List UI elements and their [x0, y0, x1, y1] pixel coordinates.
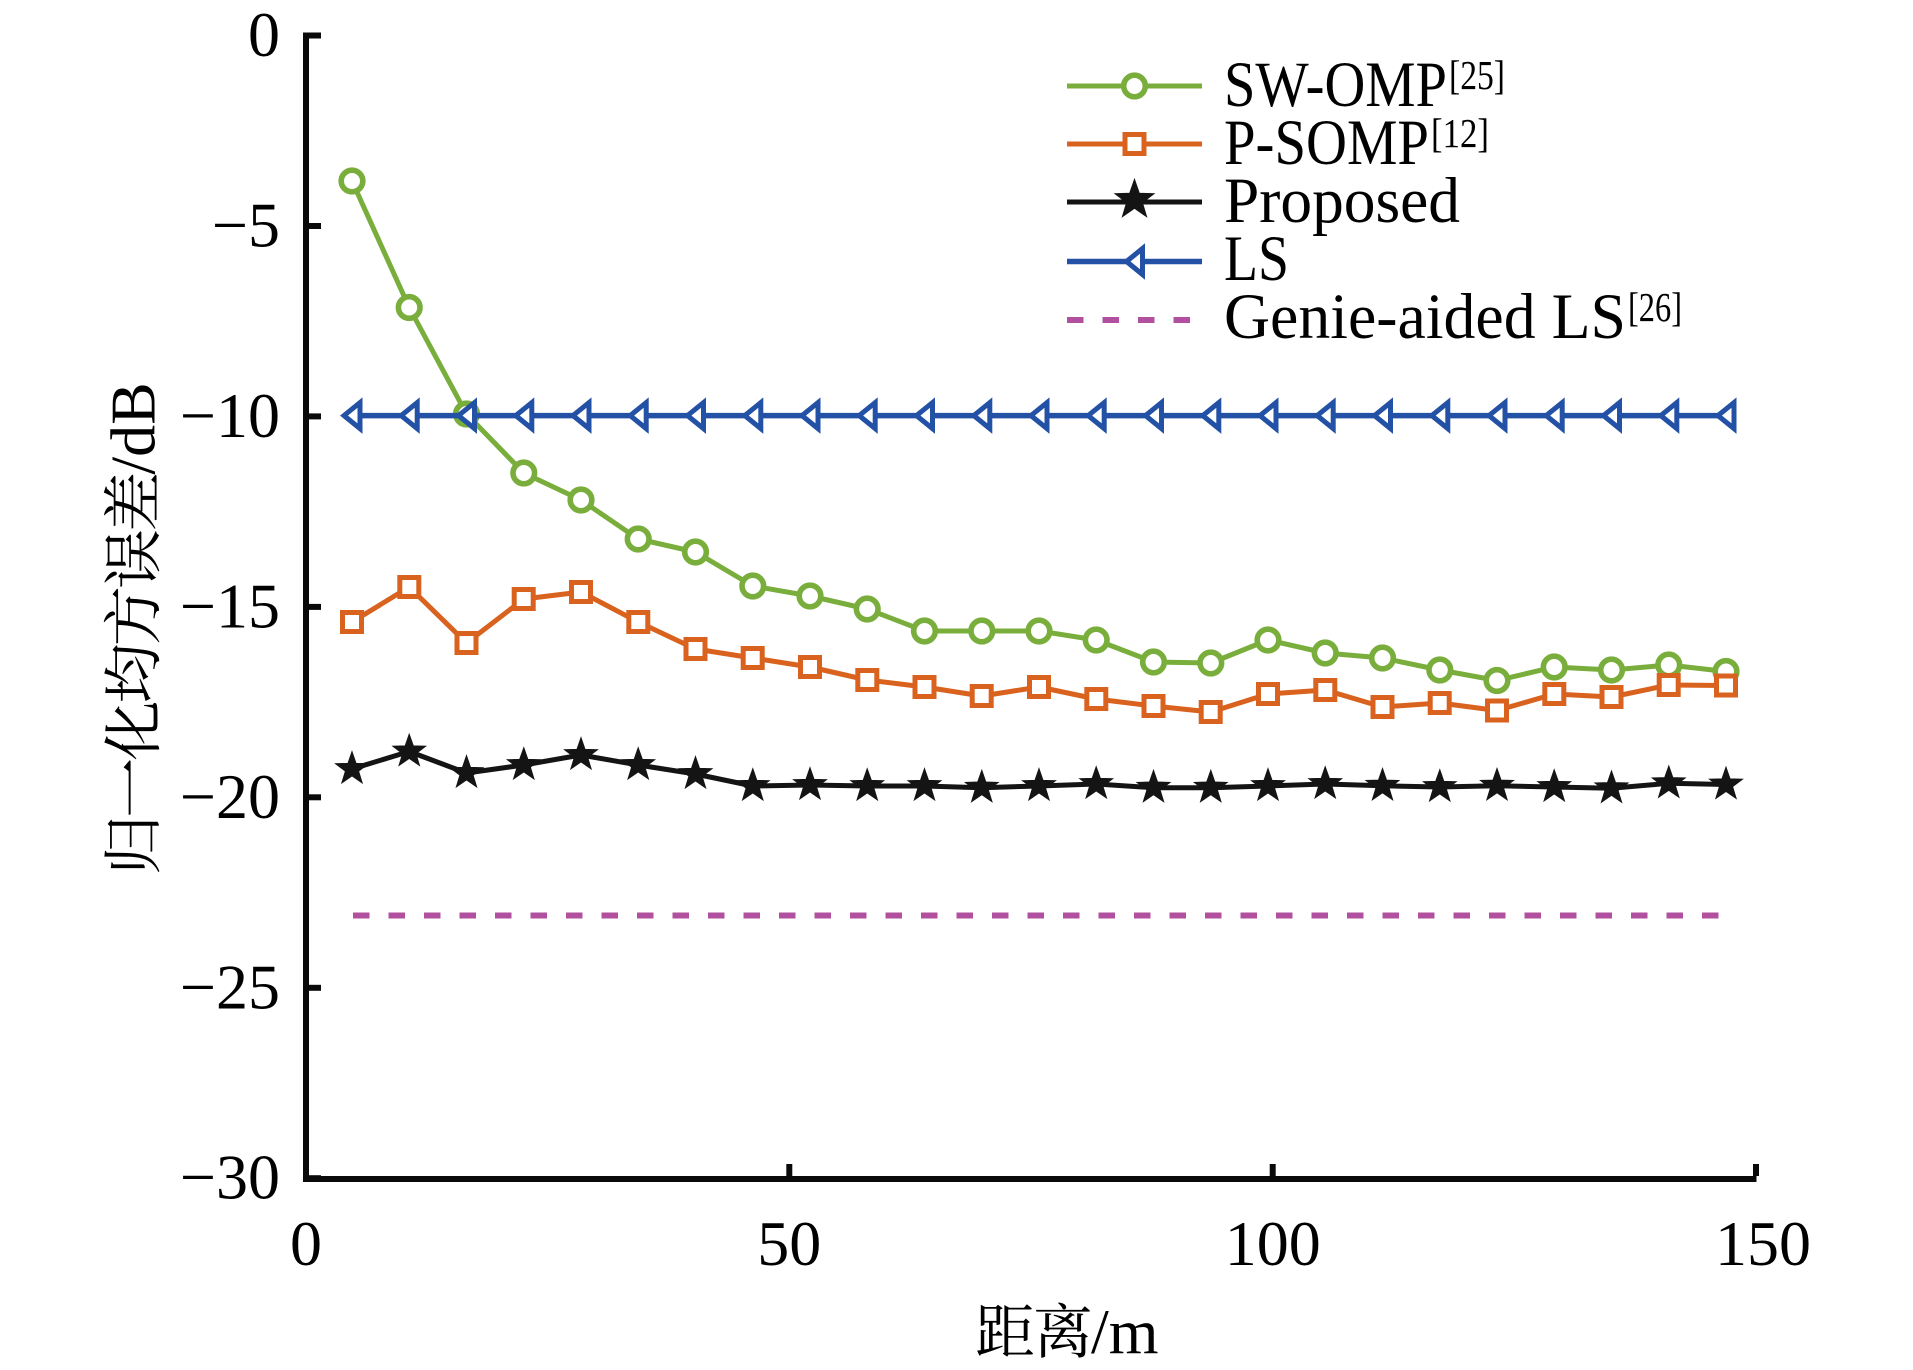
svg-text:50: 50: [757, 1208, 821, 1279]
svg-text:/dB: /dB: [98, 382, 169, 474]
svg-text:/m: /m: [1091, 1296, 1159, 1367]
svg-text:[26]: [26]: [1628, 284, 1682, 330]
svg-text:Genie-aided LS: Genie-aided LS: [1224, 281, 1626, 353]
svg-text:100: 100: [1225, 1208, 1321, 1279]
svg-text:SW-OMP: SW-OMP: [1224, 49, 1447, 121]
svg-text:0: 0: [290, 1208, 322, 1279]
svg-text:P-SOMP: P-SOMP: [1224, 107, 1429, 179]
svg-text:[25]: [25]: [1449, 52, 1505, 98]
svg-text:LS: LS: [1224, 223, 1289, 295]
svg-text:−30: −30: [180, 1142, 280, 1213]
svg-text:−20: −20: [180, 761, 280, 832]
svg-text:−5: −5: [212, 190, 280, 261]
svg-text:−10: −10: [180, 380, 280, 451]
svg-text:0: 0: [248, 0, 280, 70]
svg-text:Proposed: Proposed: [1224, 165, 1460, 237]
svg-text:[12]: [12]: [1431, 110, 1489, 156]
svg-text:150: 150: [1715, 1208, 1811, 1279]
svg-text:−15: −15: [180, 570, 280, 641]
svg-text:−25: −25: [180, 951, 280, 1022]
